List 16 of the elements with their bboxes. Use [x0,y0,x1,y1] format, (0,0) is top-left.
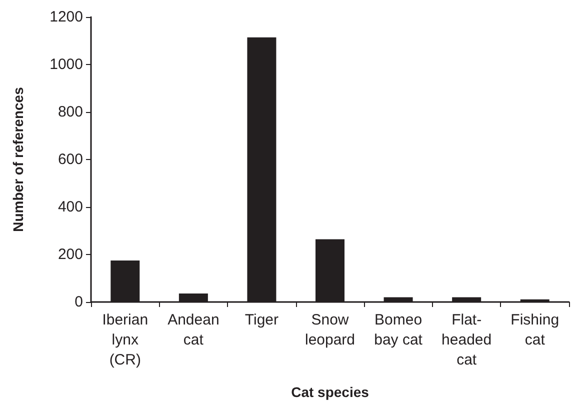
x-tick-label: Snow leopard [304,312,356,348]
x-tick-label: Andean cat [168,312,220,348]
y-tick-label: 1200 [50,8,83,26]
y-tick-label: 800 [58,104,83,120]
y-tick-label: 400 [58,198,83,216]
y-tick-label: 600 [58,151,83,168]
x-tick-label: Tiger [244,312,279,328]
y-tick-label: 0 [74,294,83,310]
x-tick-label: Fishing cat [510,312,560,348]
y-tick-label: 200 [58,246,83,263]
x-tick-label: Bomeo bay cat [374,312,424,348]
x-tick-label: Iberian lynx (CR) [102,312,148,368]
x-tick-label: Flat-headed cat [442,312,492,368]
x-axis-title: Cat species [291,384,370,400]
y-axis-title: Number of references [10,86,26,232]
y-tick-label: 1000 [50,56,83,73]
